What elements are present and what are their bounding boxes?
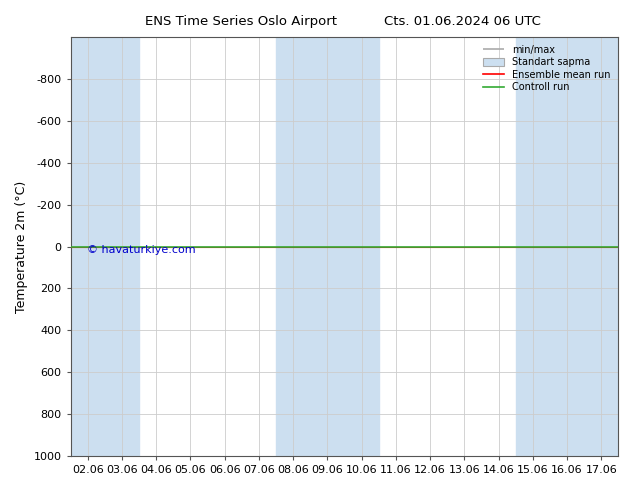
- Bar: [585, 37, 619, 456]
- Bar: [344, 37, 378, 456]
- Bar: [105, 37, 139, 456]
- Text: © havaturkiye.com: © havaturkiye.com: [87, 245, 196, 255]
- Legend: min/max, Standart sapma, Ensemble mean run, Controll run: min/max, Standart sapma, Ensemble mean r…: [480, 42, 614, 95]
- Bar: [70, 37, 105, 456]
- Bar: [515, 37, 550, 456]
- Bar: [310, 37, 344, 456]
- Bar: [276, 37, 310, 456]
- Text: ENS Time Series Oslo Airport: ENS Time Series Oslo Airport: [145, 15, 337, 28]
- Bar: [550, 37, 585, 456]
- Text: Cts. 01.06.2024 06 UTC: Cts. 01.06.2024 06 UTC: [384, 15, 541, 28]
- Y-axis label: Temperature 2m (°C): Temperature 2m (°C): [15, 180, 28, 313]
